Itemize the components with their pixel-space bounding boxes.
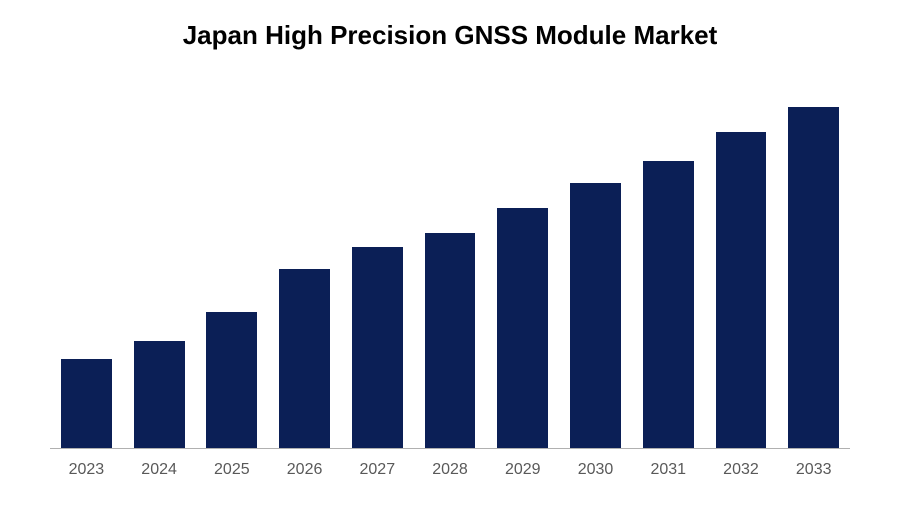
x-tick-label: 2029	[486, 461, 559, 479]
bar	[716, 132, 767, 449]
bar-col	[50, 89, 123, 449]
bar-col	[705, 89, 778, 449]
bar-col	[341, 89, 414, 449]
x-tick-label: 2023	[50, 461, 123, 479]
x-tick-label: 2033	[777, 461, 850, 479]
bar-col	[414, 89, 487, 449]
bar	[61, 359, 112, 449]
x-tick-label: 2027	[341, 461, 414, 479]
chart-title: Japan High Precision GNSS Module Market	[50, 20, 850, 51]
bar-col	[632, 89, 705, 449]
bar	[134, 341, 185, 449]
bar-col	[486, 89, 559, 449]
x-tick-label: 2032	[705, 461, 778, 479]
bars-group	[50, 89, 850, 449]
bar	[788, 107, 839, 449]
bar	[279, 269, 330, 449]
x-tick-label: 2024	[123, 461, 196, 479]
x-axis-line	[50, 448, 850, 449]
bar	[570, 183, 621, 449]
x-tick-label: 2030	[559, 461, 632, 479]
bar	[206, 312, 257, 449]
bar-col	[777, 89, 850, 449]
bar	[425, 233, 476, 449]
plot-area	[50, 89, 850, 449]
x-axis-labels: 2023202420252026202720282029203020312032…	[50, 461, 850, 479]
bar-col	[268, 89, 341, 449]
bar-col	[123, 89, 196, 449]
x-tick-label: 2031	[632, 461, 705, 479]
x-tick-label: 2025	[195, 461, 268, 479]
bar	[497, 208, 548, 449]
bar-col	[559, 89, 632, 449]
bar-col	[195, 89, 268, 449]
chart-container: Japan High Precision GNSS Module Market …	[50, 20, 850, 505]
x-tick-label: 2026	[268, 461, 341, 479]
bar	[643, 161, 694, 449]
x-tick-label: 2028	[414, 461, 487, 479]
bar	[352, 247, 403, 449]
